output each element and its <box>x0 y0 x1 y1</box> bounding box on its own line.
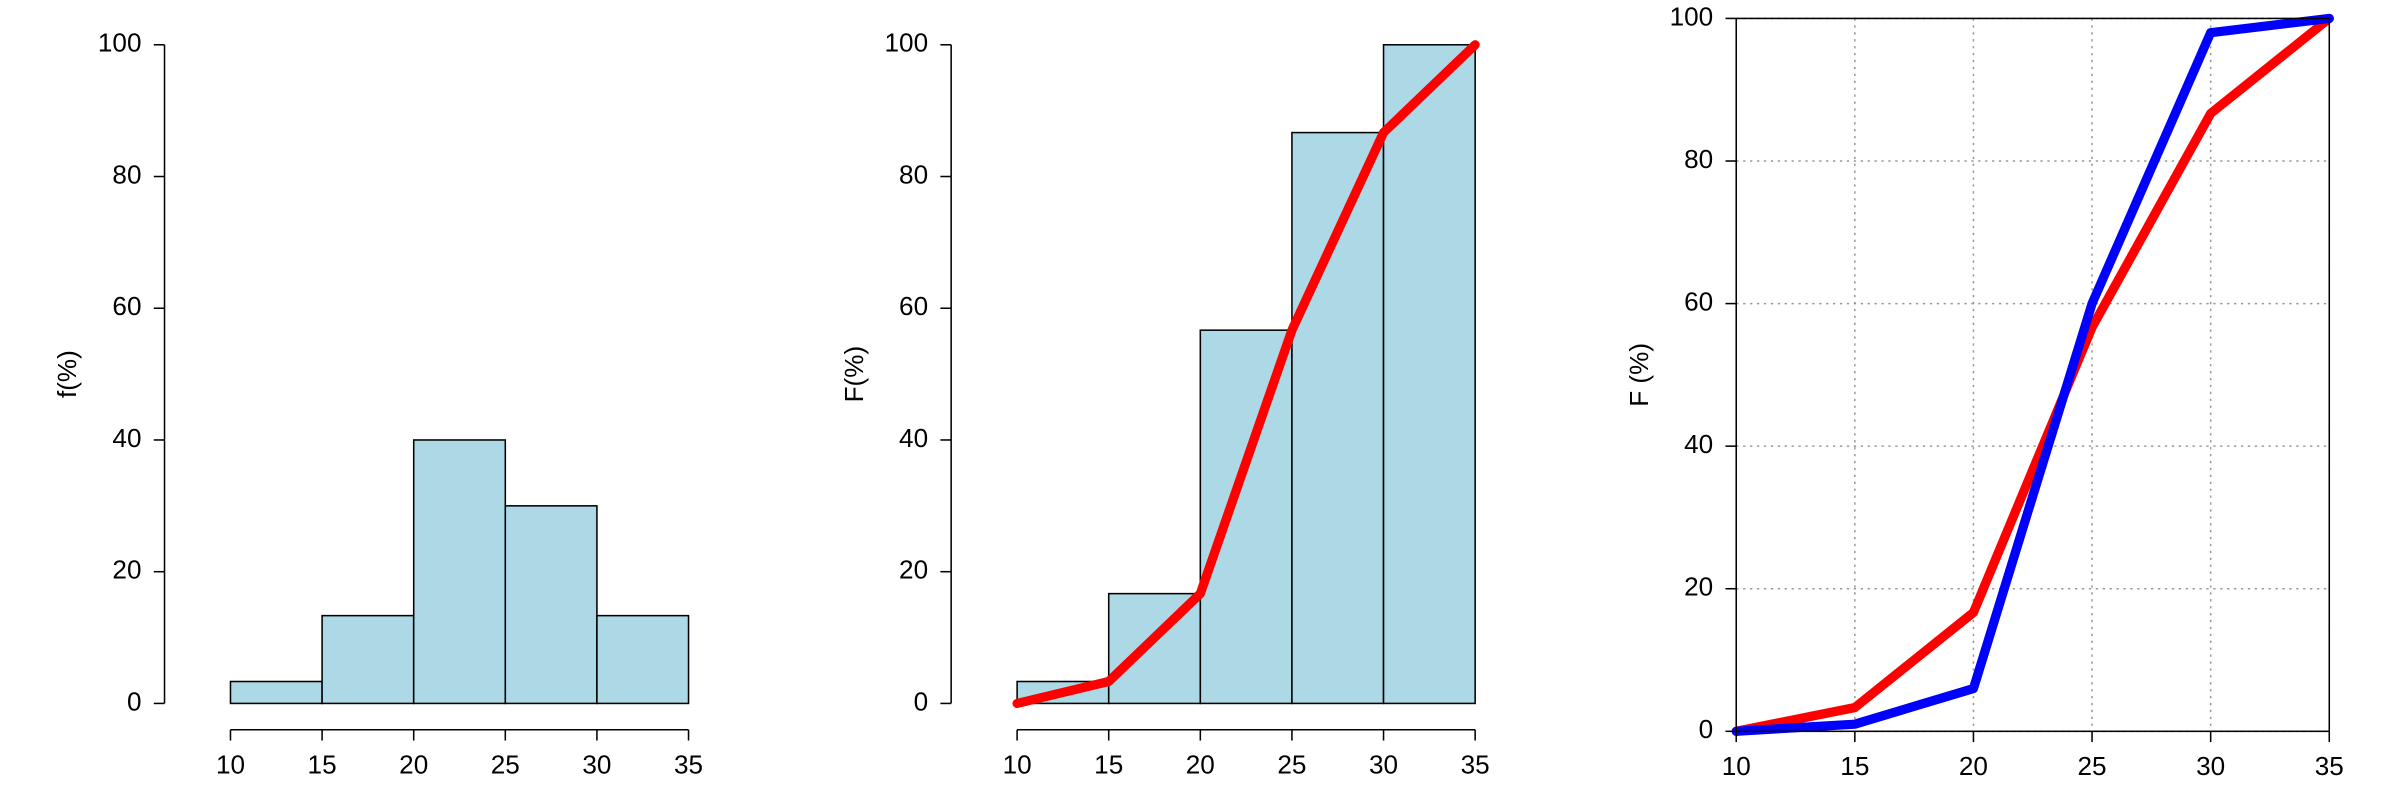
x-tick-label: 30 <box>582 750 611 780</box>
y-tick-label: 0 <box>914 686 929 716</box>
y-tick-label: 40 <box>112 423 141 453</box>
y-tick-label: 100 <box>885 28 929 58</box>
y-tick-label: 20 <box>112 555 141 585</box>
line <box>1731 13 2334 736</box>
x-tick-label: 30 <box>1369 750 1398 780</box>
x-tick-label: 25 <box>2078 751 2107 781</box>
bar <box>1291 131 1385 705</box>
x-tick-label: 15 <box>1094 750 1123 780</box>
y-tick-label: 100 <box>98 28 142 58</box>
y-tick-label: 40 <box>899 423 928 453</box>
bar <box>412 439 507 705</box>
y-tick-label: 80 <box>1684 144 1713 174</box>
y-tick-label: 0 <box>1699 714 1714 744</box>
plot-box <box>1735 17 2331 733</box>
x-tick-label: 35 <box>2315 751 2344 781</box>
x-tick-label: 25 <box>491 750 520 780</box>
x-tick-label: 30 <box>2196 751 2225 781</box>
y-axis-label: F(%) <box>839 346 869 403</box>
x-tick-label: 20 <box>1186 750 1215 780</box>
y-tick-label: 60 <box>1684 286 1713 316</box>
x-tick-label: 20 <box>399 750 428 780</box>
bar <box>1382 44 1476 705</box>
y-axis-label: f(%) <box>52 350 82 398</box>
x-tick-label: 35 <box>1461 750 1490 780</box>
x-tick-label: 35 <box>674 750 703 780</box>
y-tick-label: 0 <box>127 686 142 716</box>
x-tick-label: 15 <box>1840 751 1869 781</box>
x-tick-label: 25 <box>1277 750 1306 780</box>
x-tick-label: 20 <box>1959 751 1988 781</box>
bar <box>504 505 598 705</box>
bar <box>321 614 415 705</box>
y-tick-label: 80 <box>899 159 928 189</box>
y-axis-label: F (%) <box>1624 343 1654 407</box>
x-tick-label: 10 <box>1722 751 1751 781</box>
bar <box>596 614 690 705</box>
line <box>1731 13 2334 736</box>
y-tick-label: 60 <box>112 291 141 321</box>
x-tick-label: 10 <box>216 750 245 780</box>
y-tick-label: 40 <box>1684 429 1713 459</box>
bar <box>1199 329 1293 705</box>
y-tick-label: 80 <box>112 159 141 189</box>
y-tick-label: 100 <box>1670 1 1714 31</box>
bar <box>229 680 323 705</box>
x-tick-label: 10 <box>1003 750 1032 780</box>
x-tick-label: 15 <box>308 750 337 780</box>
y-tick-label: 20 <box>899 555 928 585</box>
line <box>1012 40 1480 709</box>
y-tick-label: 20 <box>1684 572 1713 602</box>
y-tick-label: 60 <box>899 291 928 321</box>
